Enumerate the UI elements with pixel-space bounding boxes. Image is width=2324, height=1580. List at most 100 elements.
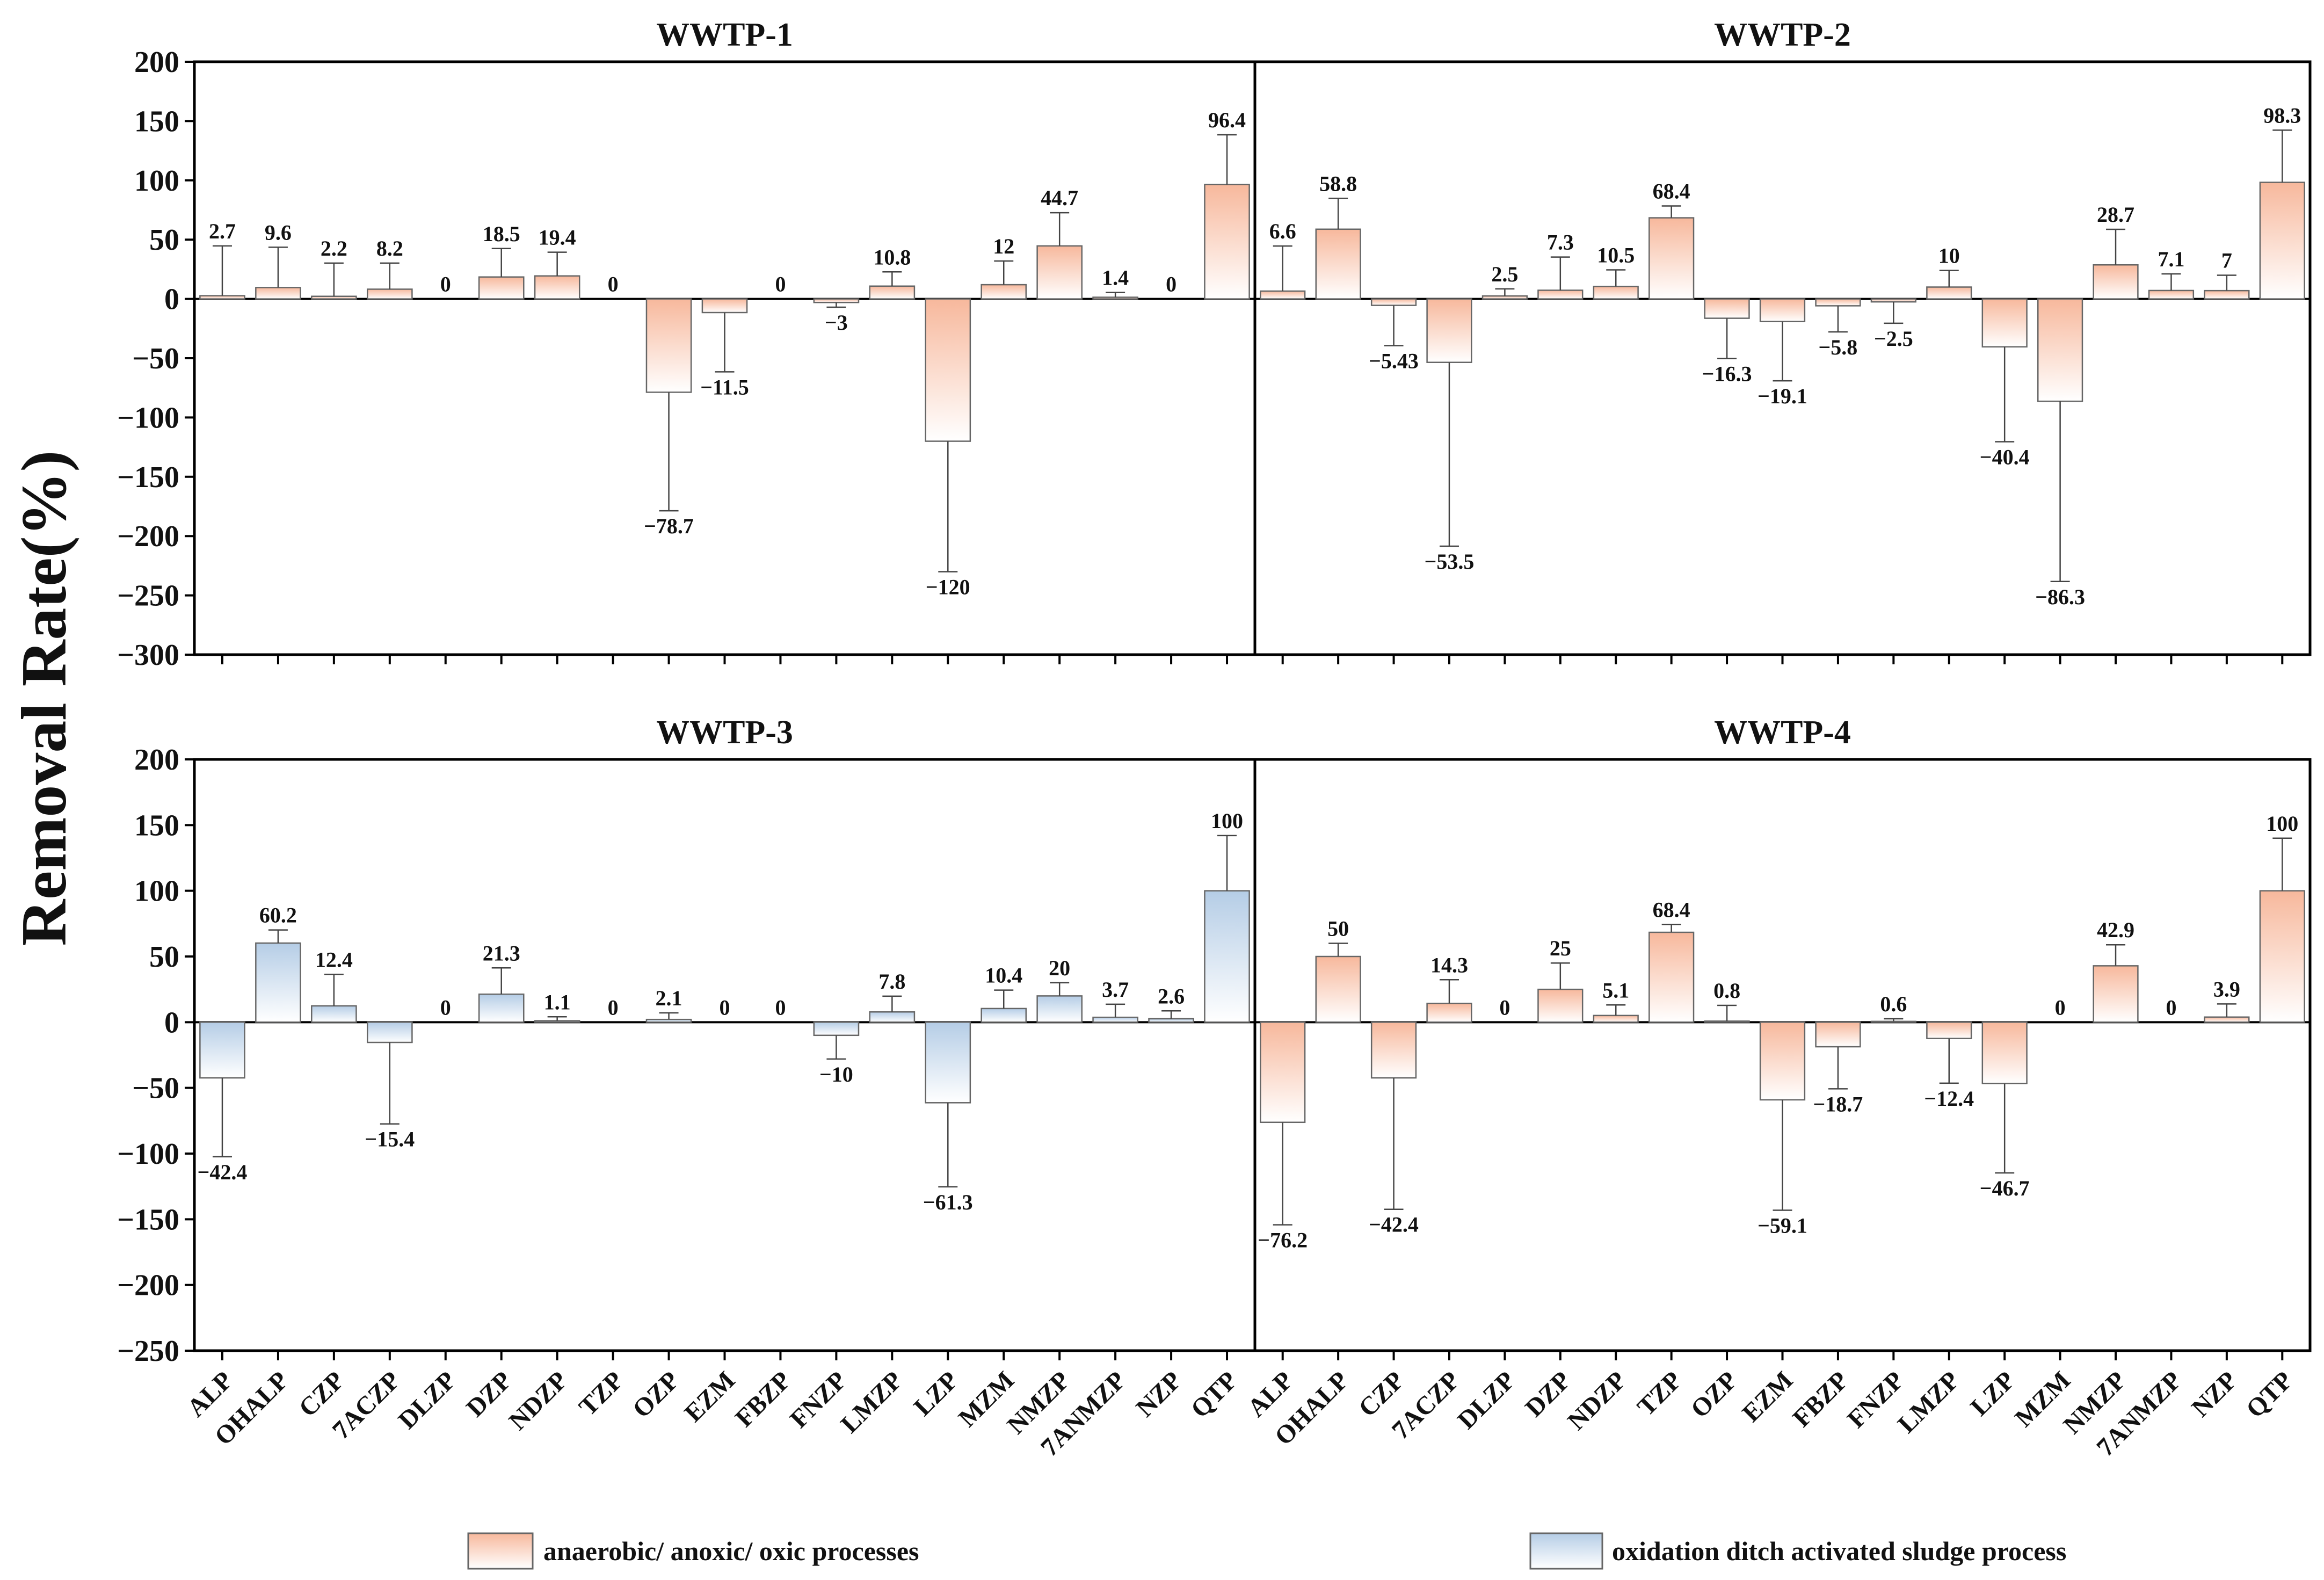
value-label: 20 [1049, 956, 1070, 980]
bar-lmzp [869, 285, 916, 300]
bar-7aczp [1426, 298, 1472, 363]
bar-fbzp [1815, 1021, 1861, 1048]
value-label: 58.8 [1319, 171, 1357, 195]
value-label: 98.3 [2263, 103, 2301, 127]
value-label: 1.4 [1102, 266, 1129, 290]
bar-qtp [2259, 182, 2305, 300]
panel-3: WWTP-3200150100500−50−100−150−200−250−42… [117, 714, 1257, 1462]
x-tick-label-nzp: NZP [2186, 1366, 2242, 1422]
bar-qtp [1204, 890, 1250, 1023]
bar-ohalp [255, 287, 301, 300]
bar-fnzp [1870, 298, 1916, 303]
x-tick-label-qtp: QTP [1186, 1366, 1243, 1423]
y-tick-label: −50 [132, 342, 179, 375]
value-label: 7.1 [2158, 247, 2184, 271]
value-label: 2.1 [656, 986, 682, 1010]
legend-label-od: oxidation ditch activated sludge process [1612, 1536, 2066, 1566]
bar-lzp [925, 298, 971, 442]
y-tick-label: −200 [117, 1269, 179, 1302]
bar-nmzp [1036, 245, 1083, 300]
bar-czp [1370, 298, 1417, 306]
y-tick-label: −100 [117, 1137, 179, 1171]
x-tick-label-dlzp: DLZP [1452, 1366, 1521, 1434]
bar-nmzp [2093, 264, 2139, 300]
value-label: 2.7 [209, 219, 236, 243]
bar-7anmzp [2148, 289, 2195, 300]
bar-lmzp [1926, 286, 1972, 300]
bar-mzm [2037, 298, 2083, 402]
y-tick-label: 100 [134, 875, 179, 908]
value-label: 10.5 [1597, 243, 1635, 267]
x-tick-label-tzp: TZP [573, 1366, 629, 1421]
value-label: −120 [926, 575, 970, 599]
value-label: 50 [1327, 917, 1349, 941]
bar-lmzp [869, 1011, 916, 1023]
value-label: 28.7 [2097, 202, 2134, 227]
panel-title: WWTP-1 [656, 17, 793, 53]
bar-mzm [981, 1008, 1027, 1023]
value-label: 2.6 [1158, 984, 1185, 1008]
x-tick-label-ezm: EZM [1737, 1366, 1798, 1427]
bar-fnzp [813, 1021, 860, 1037]
value-label: −61.3 [923, 1190, 973, 1214]
value-label: 7.3 [1547, 230, 1574, 255]
value-label: 0 [608, 272, 619, 296]
value-label: 7.8 [878, 969, 905, 994]
y-tick-label: −50 [132, 1072, 179, 1105]
y-tick-label: 150 [134, 105, 179, 138]
value-label: 100 [1211, 809, 1243, 833]
value-label: −16.3 [1702, 362, 1752, 386]
y-tick-label: −300 [117, 639, 179, 672]
bar-ozp [1704, 298, 1750, 319]
value-label: −15.4 [365, 1127, 415, 1151]
bar-alp [199, 1021, 245, 1079]
value-label: 10 [1938, 244, 1960, 268]
panel-title: WWTP-3 [656, 714, 793, 751]
value-label: 14.3 [1430, 953, 1468, 977]
value-label: −19.1 [1757, 384, 1807, 408]
value-label: 0 [775, 272, 786, 296]
value-label: 5.1 [1602, 978, 1629, 1002]
value-label: −42.4 [198, 1160, 248, 1184]
x-tick-label-lmzp: LMZP [836, 1366, 909, 1439]
value-label: 8.2 [376, 236, 403, 260]
y-tick-label: 200 [134, 743, 179, 777]
value-label: 0 [1166, 272, 1176, 296]
value-label: 10.8 [873, 245, 911, 269]
bar-qtp [1204, 184, 1250, 300]
panel-title: WWTP-2 [1714, 17, 1851, 53]
value-label: −5.43 [1369, 349, 1419, 373]
x-tick-label-dlzp: DLZP [393, 1366, 462, 1434]
y-tick-label: −150 [117, 461, 179, 494]
bar-czp [311, 1005, 357, 1023]
value-label: 0 [440, 995, 451, 1019]
value-label: 0 [775, 995, 786, 1019]
bar-lzp [1981, 298, 2028, 348]
bar-ndzp [534, 1020, 580, 1023]
legend-swatch-ao [467, 1532, 534, 1570]
x-tick-label-fbzp: FBZP [730, 1366, 796, 1432]
bar-ozp [645, 298, 692, 393]
chart-panels: WWTP-1200150100500−50−100−150−200−250−30… [117, 17, 2312, 1462]
bar-dzp [1537, 988, 1584, 1023]
y-tick-label: 50 [149, 223, 179, 257]
bar-dzp [478, 276, 525, 300]
value-label: 0 [440, 272, 451, 296]
bar-ndzp [1593, 286, 1639, 300]
bar-tzp [1648, 931, 1695, 1023]
value-label: −76.2 [1258, 1228, 1308, 1252]
y-tick-label: −100 [117, 401, 179, 434]
value-label: 0.6 [1880, 992, 1907, 1016]
value-label: 0.8 [1713, 979, 1740, 1003]
bar-fnzp [1870, 1020, 1916, 1023]
panel-1: WWTP-1200150100500−50−100−150−200−250−30… [117, 17, 1257, 672]
bar-ndzp [534, 275, 580, 300]
panel-4: WWTP-4 −76.2 50 −42.4 14.3 0 25 5.1 68.4 0.8 −59.1… [1242, 714, 2312, 1462]
x-tick-label-fbzp: FBZP [1787, 1366, 1854, 1432]
value-label: 25 [1550, 936, 1571, 960]
bar-alp [1260, 1021, 1306, 1124]
value-label: 9.6 [265, 220, 292, 244]
x-tick-label-ndzp: NDZP [504, 1366, 573, 1436]
x-tick-label-ezm: EZM [679, 1366, 740, 1427]
bar-ezm [1759, 298, 1806, 323]
